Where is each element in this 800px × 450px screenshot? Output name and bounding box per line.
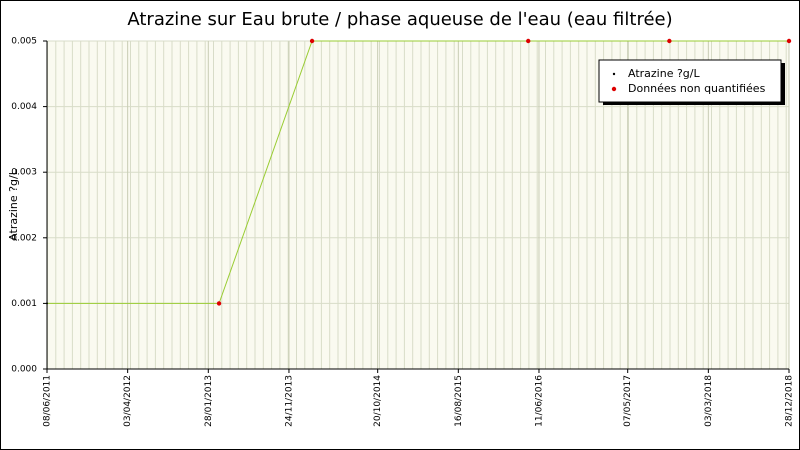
x-tick-label: 20/10/2014	[373, 375, 383, 427]
legend-box	[598, 59, 782, 103]
legend-marker	[611, 86, 617, 92]
x-tick-label: 16/08/2015	[454, 375, 464, 427]
y-axis-label: Atrazine ?g/L	[7, 168, 20, 241]
data-point	[786, 38, 792, 44]
y-tick-label: 0.000	[11, 365, 37, 375]
legend-marker	[612, 72, 616, 76]
data-point	[216, 301, 222, 306]
y-tick-label: 0.003	[11, 168, 37, 178]
y-tick-label: 0.004	[11, 102, 37, 112]
legend-label: Atrazine ?g/L	[628, 67, 701, 80]
legend-label: Données non quantifiées	[628, 82, 766, 95]
data-point	[46, 302, 48, 305]
data-point	[309, 38, 315, 44]
x-tick-label: 07/05/2017	[623, 375, 633, 427]
x-tick-label: 24/11/2013	[284, 375, 294, 427]
data-point	[526, 38, 531, 44]
x-tick-label: 03/03/2018	[704, 375, 714, 427]
x-tick-label: 11/06/2016	[534, 375, 544, 427]
series-line	[47, 40, 789, 304]
plot: 0.000 0.001 0.002 0.003 0.004 0.005 08/06/2011…	[11, 37, 794, 427]
y-tick-label: 0.001	[11, 299, 37, 309]
x-tick-label: 08/06/2011	[43, 375, 53, 427]
chart-title: Atrazine sur Eau brute / phase aqueuse d…	[127, 9, 672, 30]
data-point	[667, 38, 672, 44]
x-tick-label: 03/04/2012	[123, 375, 133, 427]
y-tick-label: 0.002	[11, 233, 37, 243]
x-tick-label: 28/12/2018	[785, 375, 795, 427]
x-tick-label: 28/01/2013	[204, 375, 214, 427]
y-tick-label: 0.005	[11, 37, 37, 47]
legend: Atrazine ?g/L Données non quantifiées	[598, 59, 785, 105]
